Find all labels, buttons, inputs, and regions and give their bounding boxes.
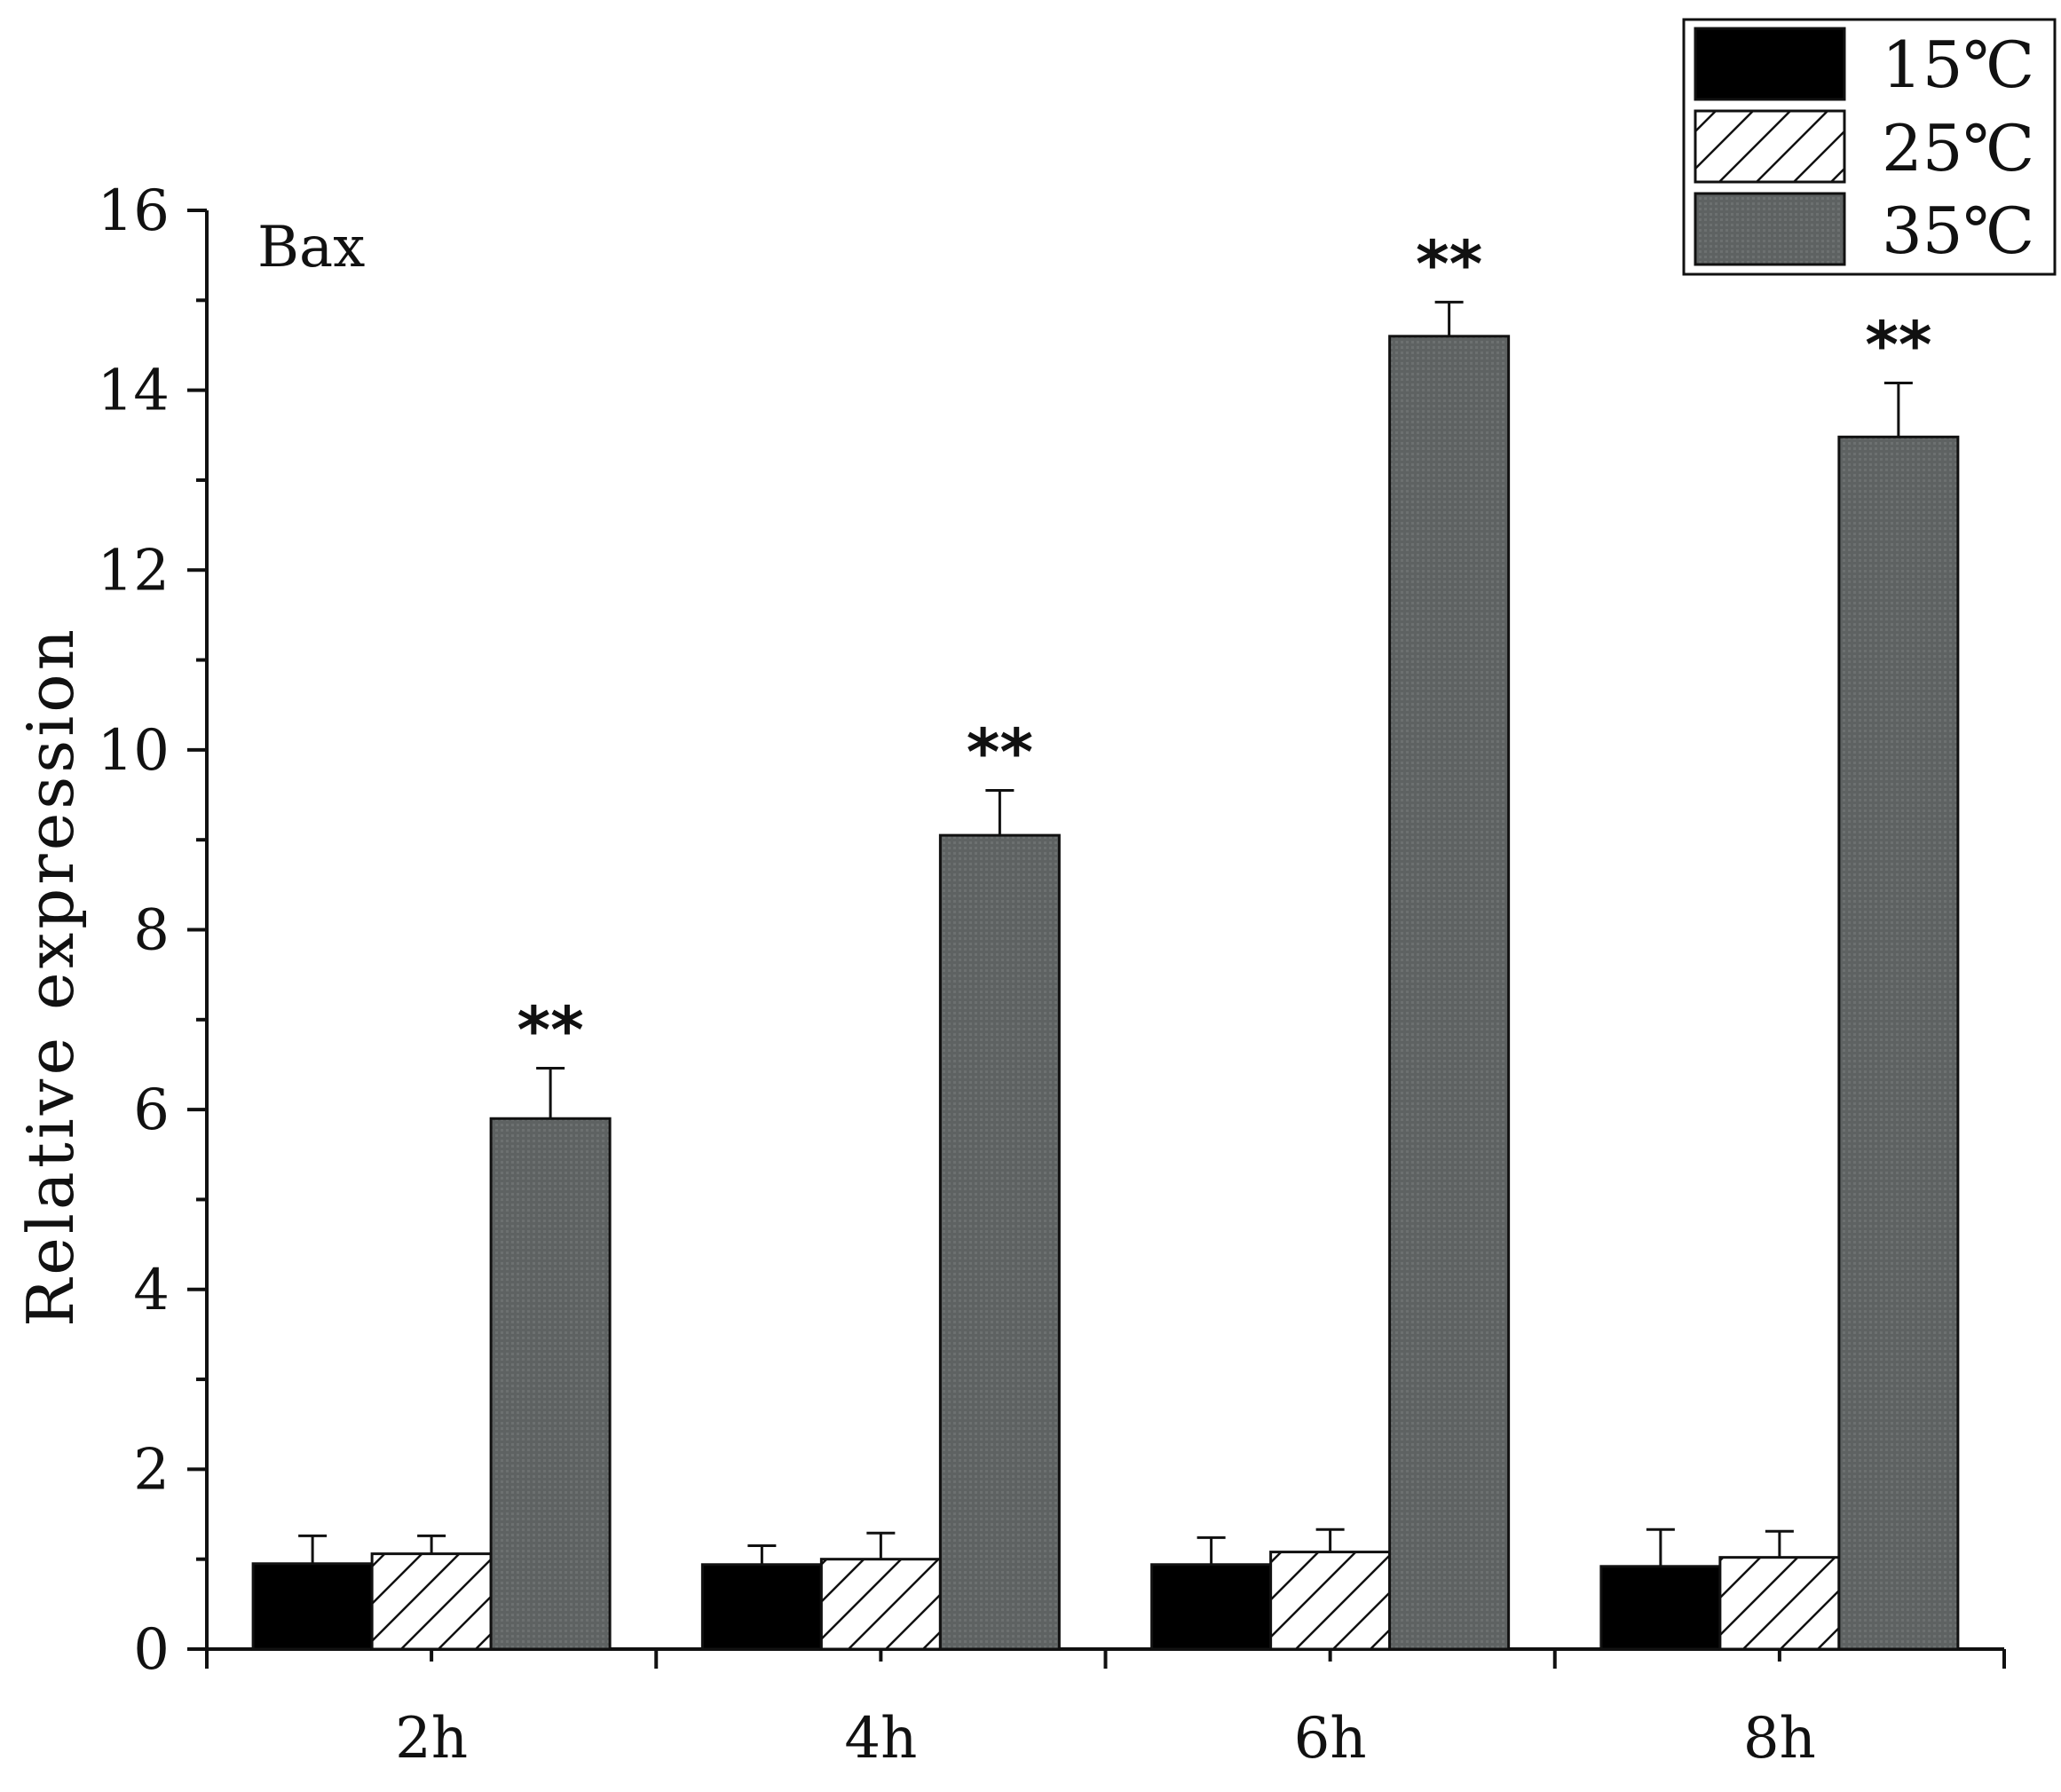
y-tick-label: 12 bbox=[98, 538, 170, 604]
x-tick-label: 2h bbox=[395, 1706, 468, 1772]
y-tick-label: 8 bbox=[133, 898, 170, 964]
y-tick-label: 6 bbox=[133, 1078, 170, 1143]
bar bbox=[1837, 435, 1960, 1651]
bar bbox=[1269, 1551, 1392, 1651]
legend-label-35: 35℃ bbox=[1882, 193, 2034, 268]
x-tick-label: 8h bbox=[1743, 1706, 1816, 1772]
y-tick-label: 10 bbox=[98, 718, 170, 784]
y-axis-label: Relative expression bbox=[13, 626, 88, 1327]
legend: 15℃ 25℃ 35℃ bbox=[1682, 18, 2057, 276]
y-tick-label: 4 bbox=[133, 1258, 170, 1323]
y-tick-label: 16 bbox=[98, 178, 170, 244]
bar bbox=[1388, 335, 1511, 1651]
bar bbox=[819, 1558, 942, 1651]
legend-swatch-15 bbox=[1694, 27, 1846, 101]
legend-label-15: 15℃ bbox=[1882, 28, 2034, 102]
significance-marker: ** bbox=[967, 714, 1033, 789]
bar bbox=[1599, 1565, 1722, 1651]
legend-swatch-35 bbox=[1694, 192, 1846, 266]
bar bbox=[1150, 1563, 1273, 1651]
y-tick-label: 2 bbox=[133, 1437, 170, 1503]
significance-marker: ** bbox=[1865, 308, 1931, 383]
y-tick-label: 0 bbox=[133, 1617, 170, 1683]
panel-label: Bax bbox=[257, 215, 365, 280]
bar bbox=[700, 1563, 823, 1651]
plot-area: 0 2 4 6 8 10 12 14 16 2h 4h 6h 8h ** ** ** ** bbox=[98, 178, 2006, 1772]
significance-marker: ** bbox=[517, 993, 583, 1068]
bar bbox=[938, 833, 1061, 1651]
bar bbox=[1718, 1556, 1841, 1651]
bar bbox=[489, 1117, 612, 1651]
y-tick-label: 14 bbox=[98, 359, 170, 424]
bar bbox=[370, 1552, 493, 1651]
x-tick-label: 6h bbox=[1294, 1706, 1367, 1772]
significance-marker: ** bbox=[1416, 226, 1482, 301]
legend-label-25: 25℃ bbox=[1882, 111, 2034, 186]
legend-swatch-25 bbox=[1694, 109, 1846, 184]
bar bbox=[251, 1562, 374, 1651]
x-tick-label: 4h bbox=[844, 1706, 917, 1772]
